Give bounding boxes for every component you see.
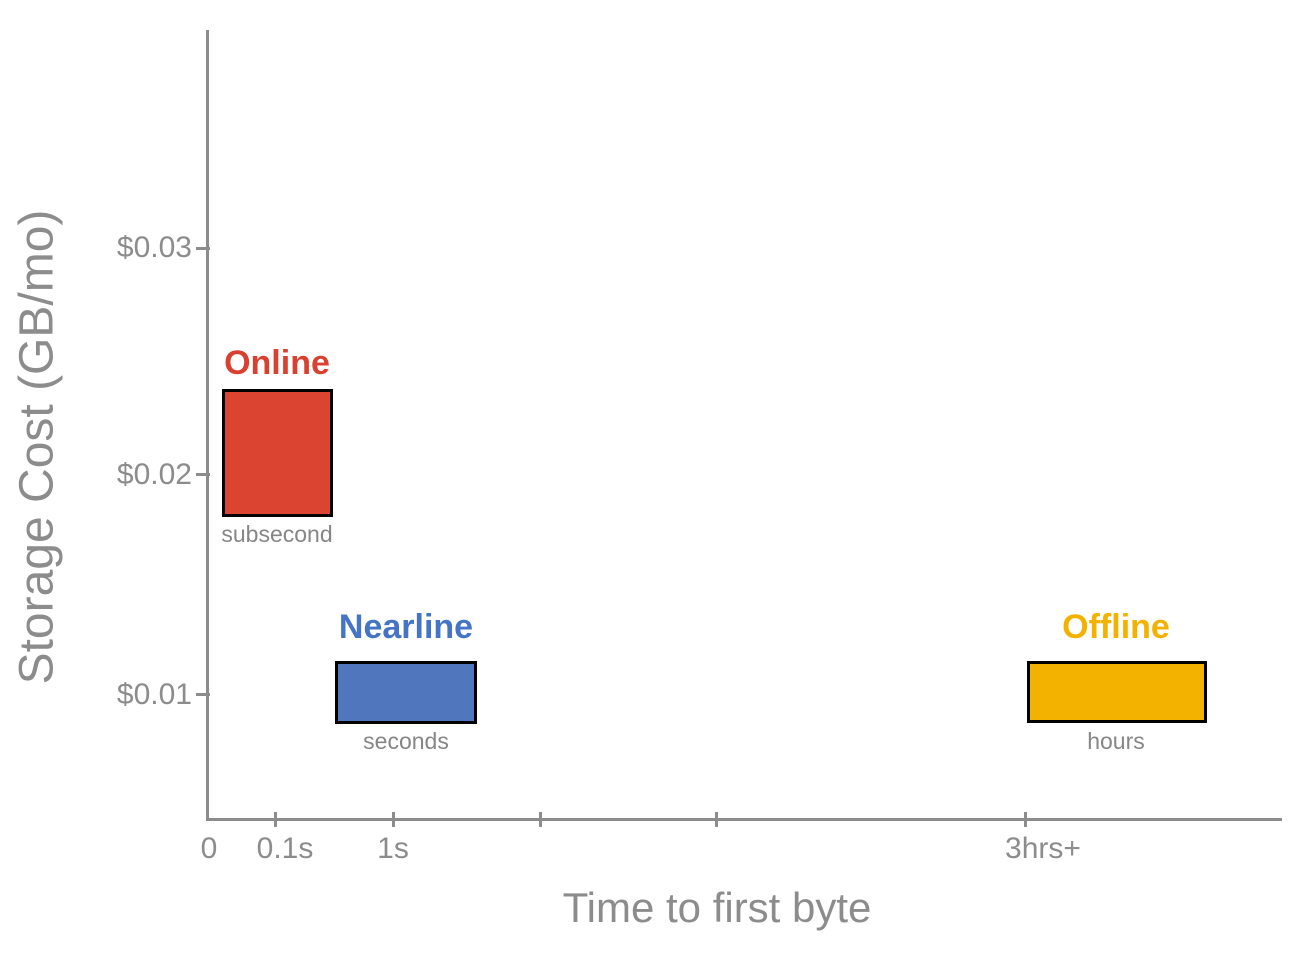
x-tick-label: 1s [377, 832, 409, 865]
y-tick-label: $0.02 [116, 458, 192, 491]
x-tick-mark [274, 812, 277, 827]
x-axis-line [206, 818, 1282, 821]
y-tick-mark [196, 247, 210, 250]
y-tick-mark [196, 693, 210, 696]
offline-ttfb-annotation: hours [1087, 728, 1145, 754]
y-axis-title: Storage Cost (GB/mo) [10, 209, 64, 685]
x-tick-label: 0.1s [256, 832, 314, 865]
x-axis-title: Time to first byte [562, 884, 872, 931]
nearline-ttfb-annotation: seconds [363, 728, 449, 754]
y-axis-line [206, 30, 209, 821]
online-ttfb-annotation: subsecond [221, 521, 333, 547]
y-tick-label: $0.01 [116, 678, 192, 711]
x-tick-mark [1024, 812, 1027, 827]
y-tick-mark [196, 473, 210, 476]
x-tick-mark [539, 812, 542, 827]
x-tick-label: 0 [200, 832, 218, 865]
x-tick-label: 3hrs+ [1005, 832, 1081, 865]
online-range-box [222, 389, 333, 517]
nearline-range-box [335, 661, 477, 724]
offline-label: Offline [1062, 608, 1170, 646]
online-label: Online [224, 344, 330, 382]
x-tick-mark [715, 812, 718, 827]
nearline-label: Nearline [338, 608, 474, 646]
x-tick-mark [392, 812, 395, 827]
y-tick-label: $0.03 [116, 231, 192, 264]
offline-range-box [1027, 661, 1207, 723]
